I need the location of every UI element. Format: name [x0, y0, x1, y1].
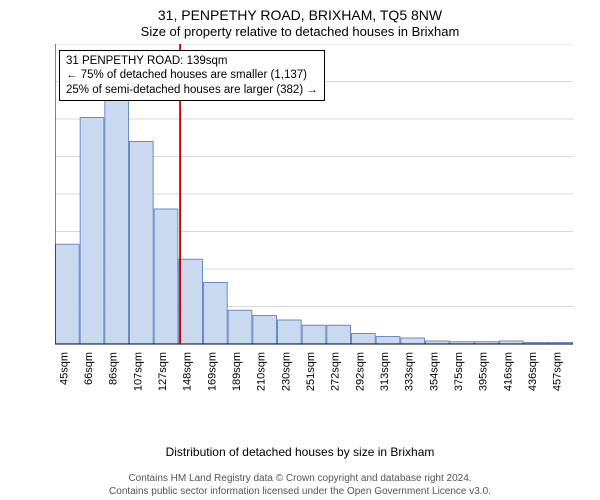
- x-axis-label: Distribution of detached houses by size …: [0, 445, 600, 459]
- histogram-bar: [105, 100, 129, 344]
- footer-line-1: Contains HM Land Registry data © Crown c…: [0, 472, 600, 485]
- annotation-line-1: 31 PENPETHY ROAD: 139sqm: [66, 54, 318, 68]
- x-tick-label: 127sqm: [157, 352, 169, 391]
- x-tick-label: 107sqm: [132, 352, 144, 391]
- histogram-bar: [154, 209, 178, 344]
- page-title-line2: Size of property relative to detached ho…: [0, 24, 600, 41]
- histogram-bar: [327, 325, 351, 344]
- page-title-line1: 31, PENPETHY ROAD, BRIXHAM, TQ5 8NW: [0, 0, 600, 24]
- histogram-bar: [401, 338, 425, 344]
- histogram-bar: [80, 118, 104, 345]
- annotation-line-2: ← 75% of detached houses are smaller (1,…: [66, 68, 318, 82]
- x-tick-label: 86sqm: [108, 352, 120, 385]
- histogram-bar: [55, 244, 79, 344]
- histogram-bar: [228, 310, 252, 344]
- reference-annotation: 31 PENPETHY ROAD: 139sqm ← 75% of detach…: [59, 50, 325, 101]
- attribution-footer: Contains HM Land Registry data © Crown c…: [0, 472, 600, 498]
- x-tick-label: 333sqm: [404, 352, 416, 391]
- chart-area: Number of detached properties 0501001502…: [55, 44, 573, 399]
- x-tick-label: 436sqm: [527, 352, 539, 391]
- x-tick-label: 292sqm: [354, 352, 366, 391]
- x-tick-label: 457sqm: [552, 352, 564, 391]
- x-tick-label: 272sqm: [330, 352, 342, 391]
- x-tick-label: 375sqm: [453, 352, 465, 391]
- x-tick-label: 45sqm: [58, 352, 70, 385]
- x-tick-label: 395sqm: [478, 352, 490, 391]
- histogram-bar: [302, 325, 326, 344]
- histogram-bar: [203, 283, 227, 345]
- histogram-bar: [351, 334, 375, 345]
- x-tick-label: 189sqm: [231, 352, 243, 391]
- x-tick-label: 169sqm: [206, 352, 218, 391]
- footer-line-2: Contains public sector information licen…: [0, 485, 600, 498]
- histogram-bar: [277, 320, 301, 344]
- histogram-bar: [376, 337, 400, 345]
- x-tick-label: 354sqm: [428, 352, 440, 391]
- x-tick-label: 251sqm: [305, 352, 317, 391]
- x-tick-label: 210sqm: [256, 352, 268, 391]
- histogram-bar: [253, 316, 277, 345]
- histogram-bar: [179, 259, 203, 344]
- x-tick-label: 230sqm: [280, 352, 292, 391]
- x-tick-label: 66sqm: [83, 352, 95, 385]
- x-tick-label: 313sqm: [379, 352, 391, 391]
- x-tick-label: 416sqm: [502, 352, 514, 391]
- annotation-line-3: 25% of semi-detached houses are larger (…: [66, 83, 318, 97]
- x-tick-label: 148sqm: [182, 352, 194, 391]
- histogram-bar: [129, 142, 153, 345]
